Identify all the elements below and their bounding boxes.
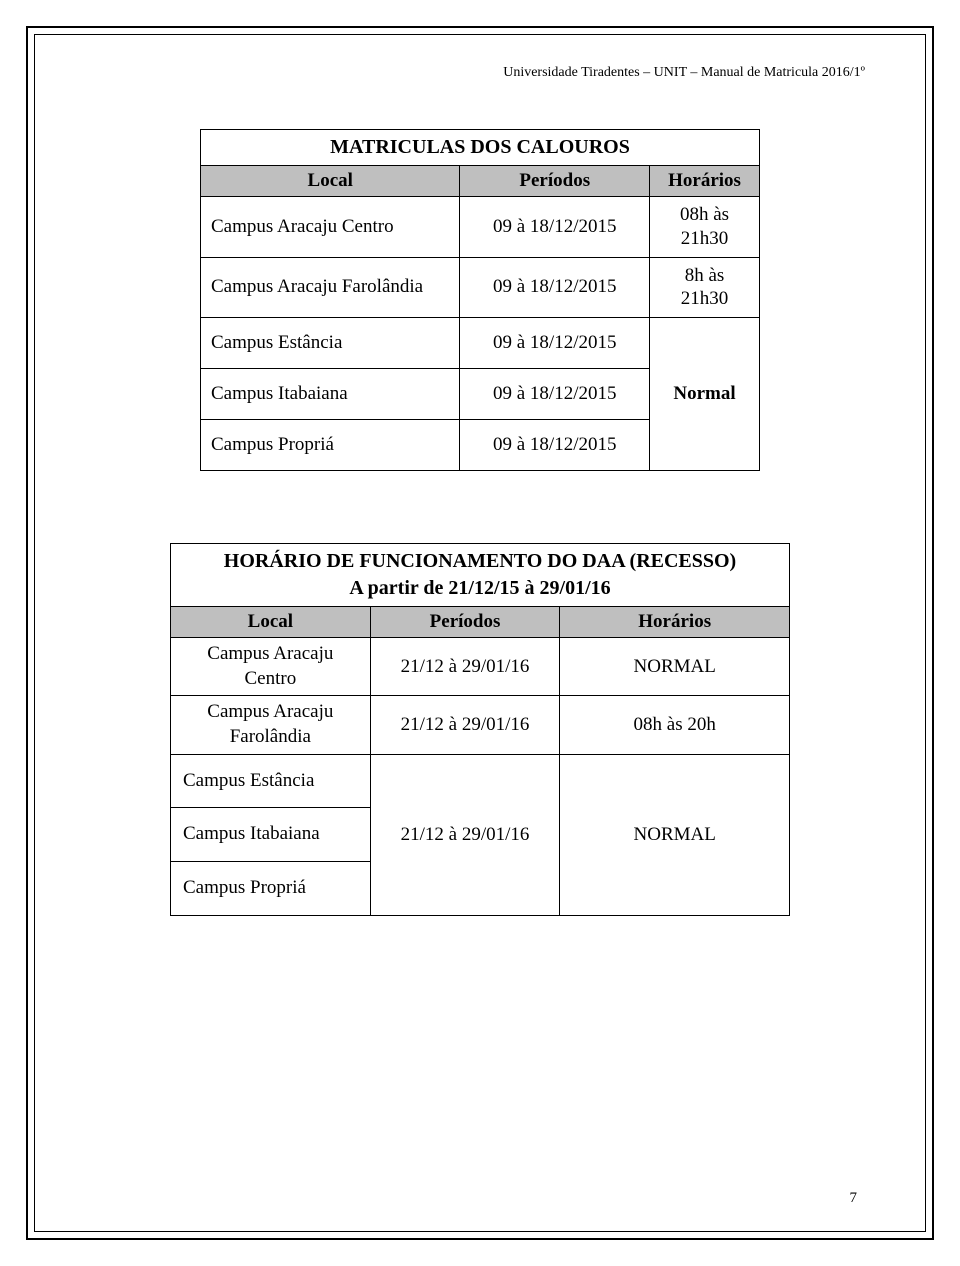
- cell-periodo: 09 à 18/12/2015: [460, 257, 650, 318]
- table-row: Campus Estância 21/12 à 29/01/16 NORMAL: [171, 754, 790, 808]
- table1-col-local: Local: [201, 166, 460, 197]
- page-number: 7: [850, 1190, 858, 1207]
- table-row: Campus Aracaju Farolândia 21/12 à 29/01/…: [171, 696, 790, 754]
- local-l2: Farolândia: [230, 726, 311, 747]
- table1-header-row: Local Períodos Horários: [201, 166, 760, 197]
- cell-local: Campus Aracaju Farolândia: [171, 696, 371, 754]
- table1-col-horarios: Horários: [650, 166, 760, 197]
- table2-col-horarios: Horários: [560, 607, 790, 638]
- local-l1: Campus Aracaju: [207, 701, 333, 722]
- table2-title-l1: HORÁRIO DE FUNCIONAMENTO DO DAA (RECESSO…: [224, 550, 736, 572]
- cell-local: Campus Propriá: [171, 862, 371, 916]
- cell-horario-merged: NORMAL: [560, 754, 790, 915]
- cell-local: Campus Aracaju Centro: [171, 638, 371, 696]
- matriculas-table: MATRICULAS DOS CALOUROS Local Períodos H…: [200, 129, 760, 471]
- local-l2: Centro: [244, 668, 296, 689]
- table2-title-l2: A partir de 21/12/15 à 29/01/16: [349, 577, 610, 599]
- cell-horario: NORMAL: [560, 638, 790, 696]
- local-l1: Campus Aracaju: [207, 643, 333, 664]
- cell-local: Campus Itabaiana: [171, 808, 371, 862]
- table-row: Campus Aracaju Centro 09 à 18/12/2015 08…: [201, 197, 760, 258]
- table2-col-periodos: Períodos: [370, 607, 560, 638]
- outer-frame: Universidade Tiradentes – UNIT – Manual …: [26, 26, 934, 1240]
- cell-local: Campus Aracaju Centro: [201, 197, 460, 258]
- table-row: Campus Aracaju Farolândia 09 à 18/12/201…: [201, 257, 760, 318]
- cell-local: Campus Estância: [171, 754, 371, 808]
- cell-local: Campus Estância: [201, 318, 460, 369]
- cell-periodo-merged: 21/12 à 29/01/16: [370, 754, 560, 915]
- table2-header-row: Local Períodos Horários: [171, 607, 790, 638]
- cell-local: Campus Itabaiana: [201, 369, 460, 420]
- cell-periodo: 09 à 18/12/2015: [460, 420, 650, 471]
- inner-frame: Universidade Tiradentes – UNIT – Manual …: [34, 34, 926, 1232]
- table2-col-local: Local: [171, 607, 371, 638]
- cell-periodo: 21/12 à 29/01/16: [370, 696, 560, 754]
- table2-title: HORÁRIO DE FUNCIONAMENTO DO DAA (RECESSO…: [171, 544, 790, 607]
- table-row: Campus Aracaju Centro 21/12 à 29/01/16 N…: [171, 638, 790, 696]
- cell-horario: 08h às 20h: [560, 696, 790, 754]
- hor-l1: 08h às21h30: [680, 204, 729, 249]
- horario-daa-table: HORÁRIO DE FUNCIONAMENTO DO DAA (RECESSO…: [170, 543, 790, 916]
- table1-title: MATRICULAS DOS CALOUROS: [201, 130, 760, 166]
- table1-title-row: MATRICULAS DOS CALOUROS: [201, 130, 760, 166]
- cell-local: Campus Propriá: [201, 420, 460, 471]
- cell-periodo: 21/12 à 29/01/16: [370, 638, 560, 696]
- page-header: Universidade Tiradentes – UNIT – Manual …: [95, 65, 865, 81]
- cell-periodo: 09 à 18/12/2015: [460, 318, 650, 369]
- hor-l1: 8h às21h30: [681, 265, 729, 310]
- cell-horario: 08h às21h30: [650, 197, 760, 258]
- table1-col-periodos: Períodos: [460, 166, 650, 197]
- cell-horario-merged: Normal: [650, 318, 760, 471]
- table2-title-row: HORÁRIO DE FUNCIONAMENTO DO DAA (RECESSO…: [171, 544, 790, 607]
- cell-horario: 8h às21h30: [650, 257, 760, 318]
- table-row: Campus Estância 09 à 18/12/2015 Normal: [201, 318, 760, 369]
- cell-local: Campus Aracaju Farolândia: [201, 257, 460, 318]
- cell-periodo: 09 à 18/12/2015: [460, 197, 650, 258]
- cell-periodo: 09 à 18/12/2015: [460, 369, 650, 420]
